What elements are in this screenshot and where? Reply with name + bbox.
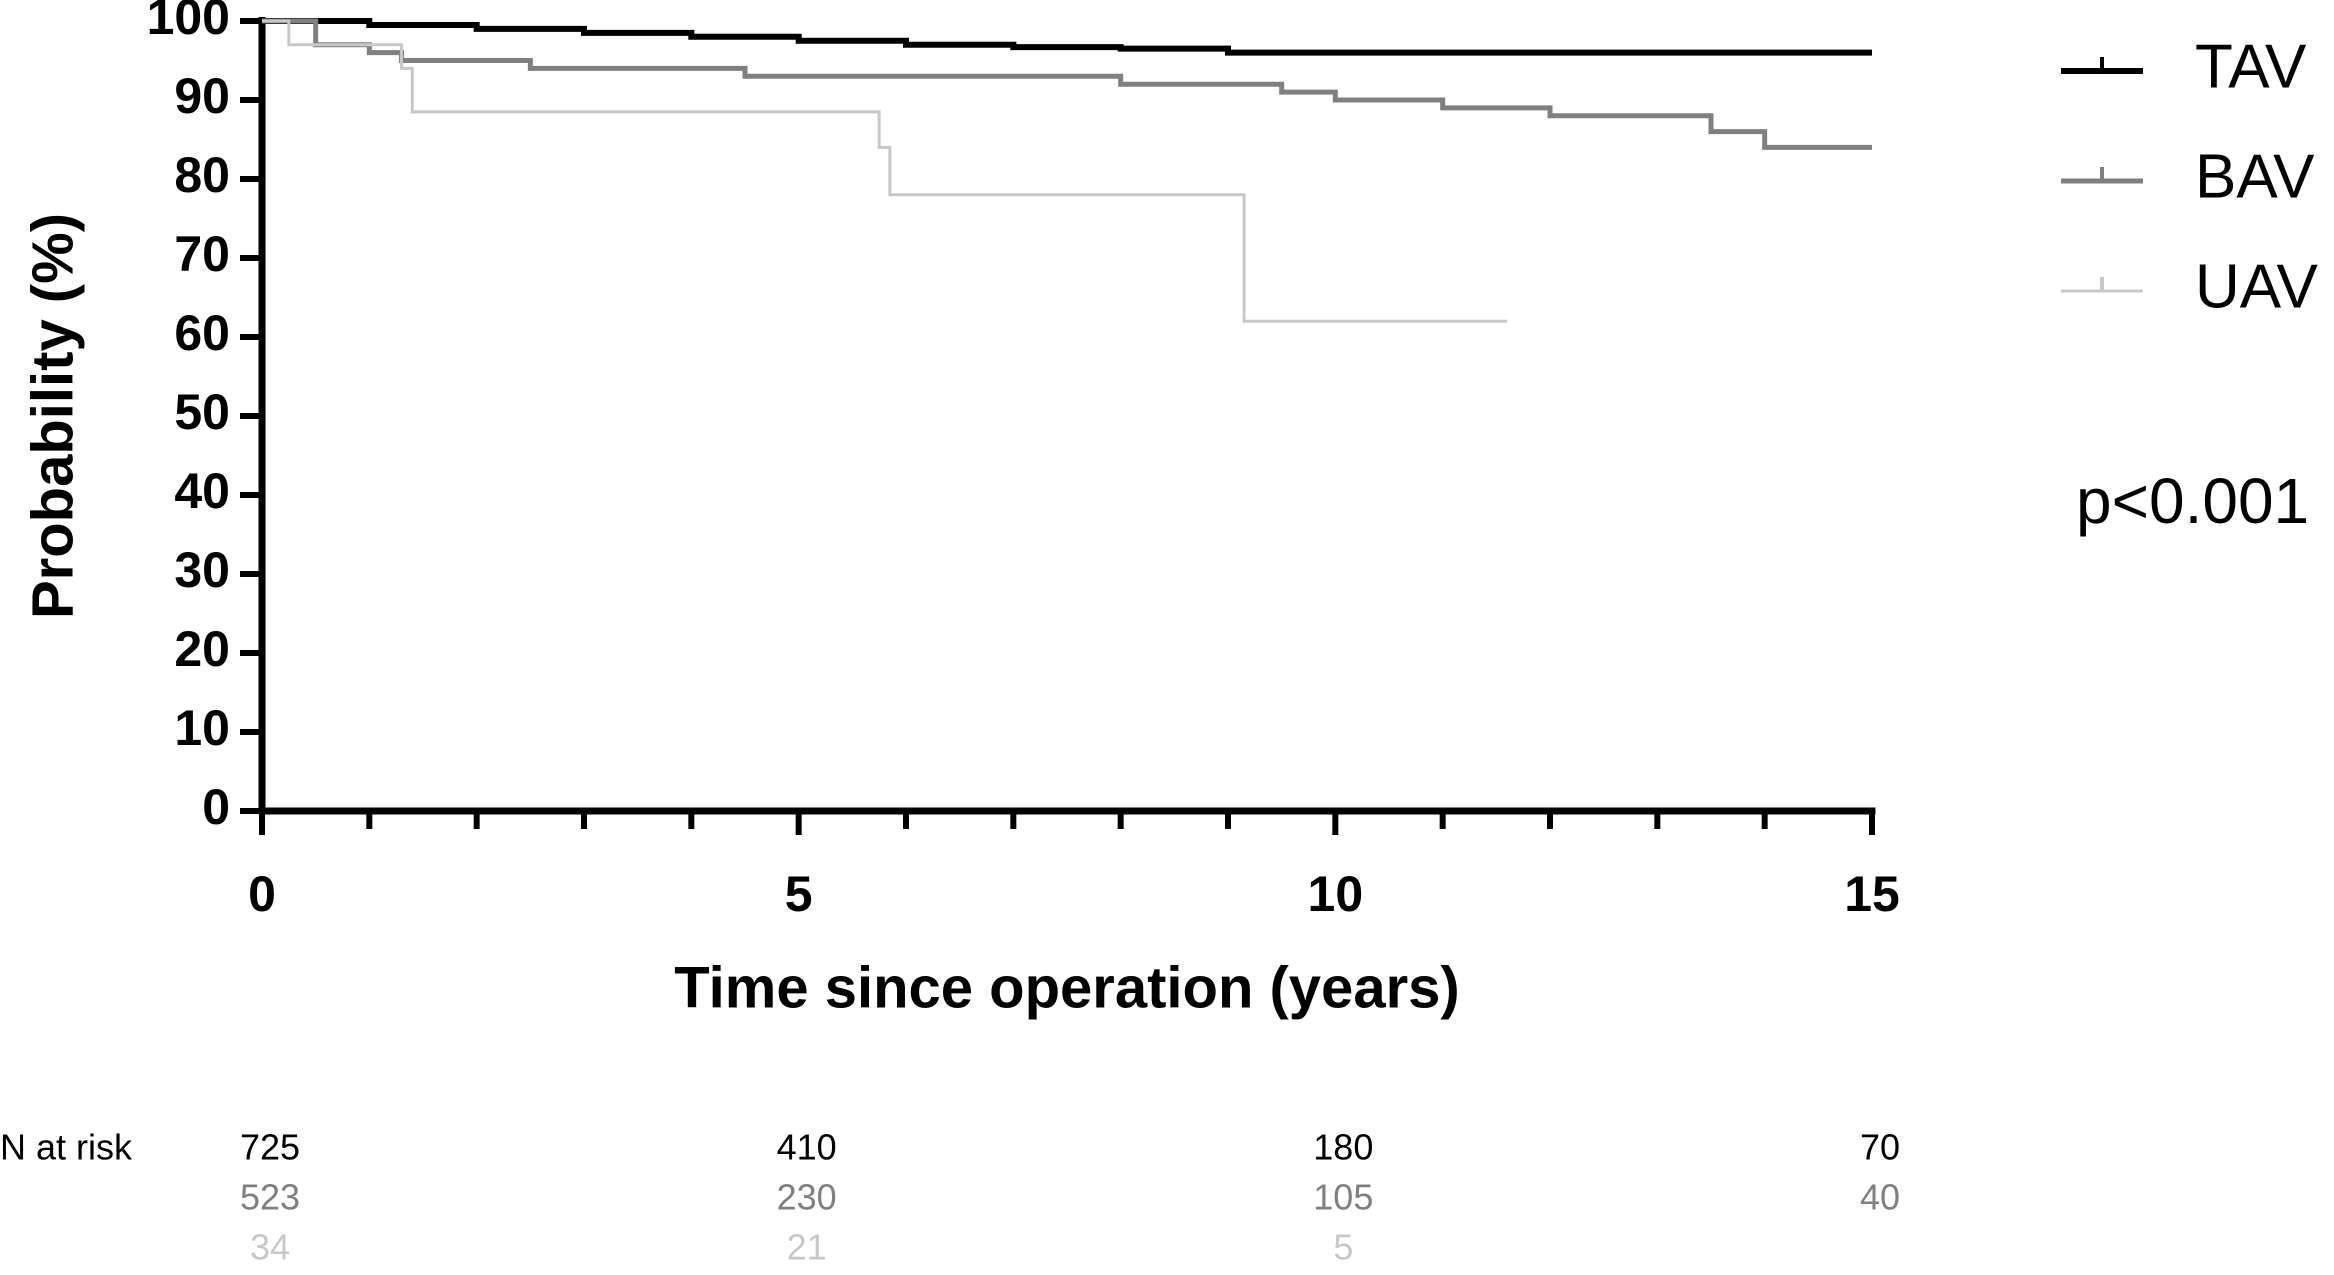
risk-count: 410 <box>777 1127 837 1168</box>
risk-count: 34 <box>250 1227 290 1268</box>
risk-count: 105 <box>1313 1177 1373 1218</box>
legend-label: BAV <box>2195 142 2315 211</box>
x-tick-label: 10 <box>1308 866 1364 922</box>
risk-count: 725 <box>240 1127 300 1168</box>
legend-label: UAV <box>2195 252 2319 321</box>
risk-count: 5 <box>1333 1227 1353 1268</box>
y-axis-title: Probability (%) <box>20 213 85 619</box>
risk-count: 230 <box>777 1177 837 1218</box>
y-tick-label: 50 <box>174 384 230 440</box>
risk-count: 180 <box>1313 1127 1373 1168</box>
x-tick-label: 5 <box>785 866 813 922</box>
legend-label: TAV <box>2195 32 2307 101</box>
risk-table-label: N at risk <box>0 1127 133 1168</box>
survival-line <box>262 19 1508 323</box>
y-tick-label: 0 <box>202 779 230 835</box>
risk-count: 21 <box>787 1227 827 1268</box>
risk-count: 523 <box>240 1177 300 1218</box>
y-tick-label: 30 <box>174 542 230 598</box>
y-tick-label: 90 <box>174 68 230 124</box>
survival-line <box>262 18 1872 56</box>
risk-count: 40 <box>1860 1177 1900 1218</box>
y-tick-label: 40 <box>174 463 230 519</box>
x-tick-label: 15 <box>1844 866 1900 922</box>
x-axis-title: Time since operation (years) <box>674 955 1459 1020</box>
risk-count: 70 <box>1860 1127 1900 1168</box>
y-tick-label: 80 <box>174 147 230 203</box>
y-tick-label: 70 <box>174 226 230 282</box>
y-tick-label: 20 <box>174 621 230 677</box>
survival-line <box>262 18 1872 150</box>
y-tick-label: 10 <box>174 700 230 756</box>
p-value: p<0.001 <box>2076 465 2309 537</box>
x-tick-label: 0 <box>248 866 276 922</box>
y-tick-label: 60 <box>174 305 230 361</box>
y-tick-label: 100 <box>147 0 230 45</box>
